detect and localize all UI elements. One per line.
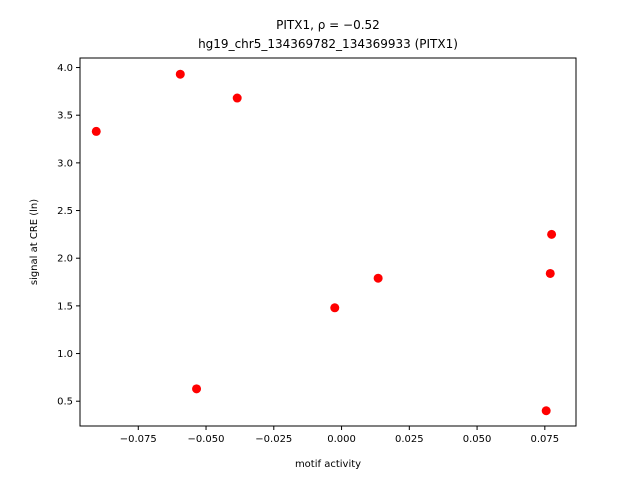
x-tick-label: −0.050 xyxy=(188,434,225,445)
x-axis-label: motif activity xyxy=(295,459,361,470)
data-point xyxy=(373,273,383,283)
y-tick-label: 0.5 xyxy=(57,397,73,408)
x-axis-ticks: −0.075 −0.050 −0.025 0.000 0.025 0.050 0.075 xyxy=(120,426,559,445)
data-point xyxy=(330,303,340,313)
data-point xyxy=(192,384,202,394)
x-tick-label: 0.050 xyxy=(463,434,492,445)
data-point xyxy=(547,229,557,239)
y-axis-label: signal at CRE (ln) xyxy=(29,199,40,285)
plot-area-frame xyxy=(79,57,577,427)
y-tick-label: 1.5 xyxy=(57,301,73,312)
data-point xyxy=(91,126,101,136)
x-tick-label: −0.075 xyxy=(120,434,157,445)
y-tick-label: 2.5 xyxy=(57,206,73,217)
y-tick-label: 2.0 xyxy=(57,254,73,265)
x-tick-label: 0.000 xyxy=(327,434,356,445)
chart-title-line-1: PITX1, ρ = −0.52 xyxy=(276,18,380,32)
chart-title-line-2: hg19_chr5_134369782_134369933 (PITX1) xyxy=(198,37,458,51)
data-point xyxy=(232,93,242,103)
x-tick-label: −0.025 xyxy=(255,434,292,445)
chart-title: PITX1, ρ = −0.52 hg19_chr5_134369782_134… xyxy=(198,18,458,51)
y-tick-label: 3.5 xyxy=(57,111,73,122)
x-tick-label: 0.025 xyxy=(395,434,424,445)
y-tick-label: 3.0 xyxy=(57,158,73,169)
x-tick-label: 0.075 xyxy=(531,434,560,445)
data-point xyxy=(541,406,551,416)
data-point xyxy=(175,69,185,79)
y-tick-label: 1.0 xyxy=(57,349,73,360)
data-point xyxy=(545,268,555,278)
y-tick-label: 4.0 xyxy=(57,63,73,74)
data-points xyxy=(91,69,557,416)
y-axis-ticks: 0.5 1.0 1.5 2.0 2.5 3.0 3.5 4.0 xyxy=(57,63,80,408)
